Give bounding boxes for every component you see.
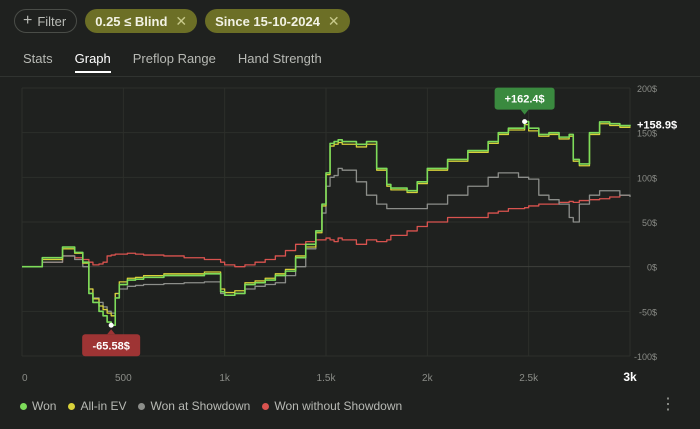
y-tick-label: 50$ <box>642 218 657 228</box>
filter-bar: + Filter 0.25 ≤ Blind ✕ Since 15-10-2024… <box>14 9 350 33</box>
x-tick-label: 3k <box>623 370 637 384</box>
legend-item-won[interactable]: Won <box>20 399 56 413</box>
legend-item-won-at-showdown[interactable]: Won at Showdown <box>138 399 250 413</box>
legend-dot <box>20 402 27 410</box>
min-point-marker <box>108 322 114 328</box>
legend-label: Won <box>32 399 57 413</box>
close-icon[interactable]: ✕ <box>175 12 188 29</box>
current-value-label: +158.9$ <box>637 120 677 132</box>
max-point-marker <box>522 119 528 125</box>
max-value-label: +162.4$ <box>505 94 545 106</box>
more-options-icon[interactable]: ⋮ <box>660 396 676 413</box>
close-icon[interactable]: ✕ <box>327 12 340 29</box>
x-tick-label: 500 <box>115 373 132 384</box>
series-line-won-without-showdown[interactable] <box>22 194 630 268</box>
y-tick-label: 0$ <box>647 263 657 273</box>
y-tick-label: 100$ <box>637 173 657 183</box>
tab-stats[interactable]: Stats <box>23 51 53 66</box>
legend-dot <box>138 402 146 410</box>
filter-chip-label: Since 15-10-2024 <box>215 13 320 29</box>
filter-chip-date[interactable]: Since 15-10-2024 ✕ <box>205 9 350 33</box>
max-value-badge <box>494 87 555 110</box>
min-value-badge <box>82 334 141 357</box>
profit-graph[interactable]: 200$ 150$ 100$ 50$ 0$ -50$ -100$ 0 500 1k 1.5k 2k 2.… <box>0 78 700 388</box>
legend-item-all-in-ev[interactable]: All-in EV <box>68 399 126 413</box>
chart-legend: Won All-in EV Won at Showdown Won withou… <box>20 399 402 413</box>
tab-hand-strength[interactable]: Hand Strength <box>237 51 322 66</box>
tab-divider <box>0 76 700 77</box>
x-tick-label: 2k <box>422 373 434 384</box>
plus-icon: + <box>23 12 33 29</box>
y-tick-label: -50$ <box>639 307 657 317</box>
legend-dot <box>262 402 270 410</box>
legend-label: All-in EV <box>80 399 127 413</box>
y-tick-label: 150$ <box>637 129 657 139</box>
tab-bar: Stats Graph Preflop Range Hand Strength <box>23 51 322 73</box>
legend-dot <box>68 402 76 410</box>
y-tick-label: -100$ <box>634 352 657 362</box>
max-badge-pointer <box>520 109 529 115</box>
min-badge-pointer <box>107 329 116 335</box>
legend-item-won-without-showdown[interactable]: Won without Showdown <box>262 399 402 413</box>
x-tick-label: 1.5k <box>317 373 337 384</box>
tab-graph[interactable]: Graph <box>74 51 111 73</box>
legend-label: Won without Showdown <box>274 399 403 413</box>
min-value-label: -65.58$ <box>93 340 130 352</box>
y-tick-label: 200$ <box>637 84 657 94</box>
filter-button[interactable]: + Filter <box>14 9 78 33</box>
filter-chip-label: 0.25 ≤ Blind <box>95 13 168 29</box>
legend-label: Won at Showdown <box>150 399 251 413</box>
filter-label: Filter <box>37 13 67 29</box>
x-tick-label: 1k <box>219 373 231 384</box>
tab-preflop-range[interactable]: Preflop Range <box>132 51 216 66</box>
x-tick-label: 0 <box>22 373 28 384</box>
filter-chip-blind[interactable]: 0.25 ≤ Blind ✕ <box>85 9 198 33</box>
x-tick-label: 2.5k <box>519 373 539 384</box>
